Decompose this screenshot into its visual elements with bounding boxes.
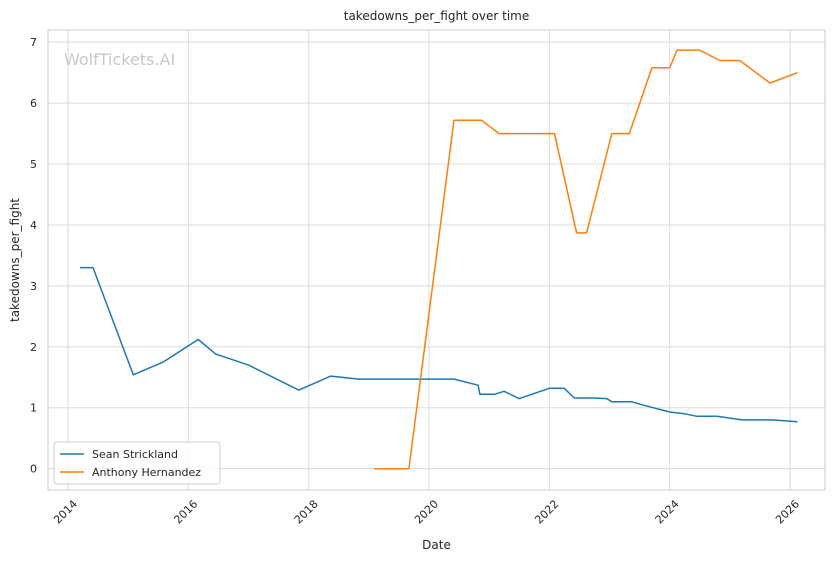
legend-label: Anthony Hernandez	[92, 466, 201, 479]
chart-title: takedowns_per_fight over time	[344, 9, 530, 23]
series-line-sean-strickland	[80, 266, 798, 423]
y-tick-label: 2	[30, 341, 37, 354]
series-line-anthony-hernandez	[374, 49, 798, 470]
watermark-text: WolfTickets.AI	[64, 50, 175, 69]
legend: Sean Strickland Anthony Hernandez	[53, 441, 221, 485]
series	[80, 49, 798, 470]
x-axis-label: Date	[422, 538, 451, 552]
y-axis-label: takedowns_per_fight	[8, 198, 22, 322]
legend-box	[53, 441, 221, 485]
y-tick-label: 3	[30, 280, 37, 293]
plot-area	[47, 29, 826, 491]
y-tick-label: 5	[30, 158, 37, 171]
y-axis-ticks: 0 1 2 3 4 5 6 7	[30, 36, 37, 475]
legend-label: Sean Strickland	[92, 448, 178, 461]
y-tick-label: 4	[30, 219, 37, 232]
y-tick-label: 0	[30, 463, 37, 476]
y-tick-label: 1	[30, 402, 37, 415]
y-tick-label: 7	[30, 36, 37, 49]
y-tick-label: 6	[30, 97, 37, 110]
